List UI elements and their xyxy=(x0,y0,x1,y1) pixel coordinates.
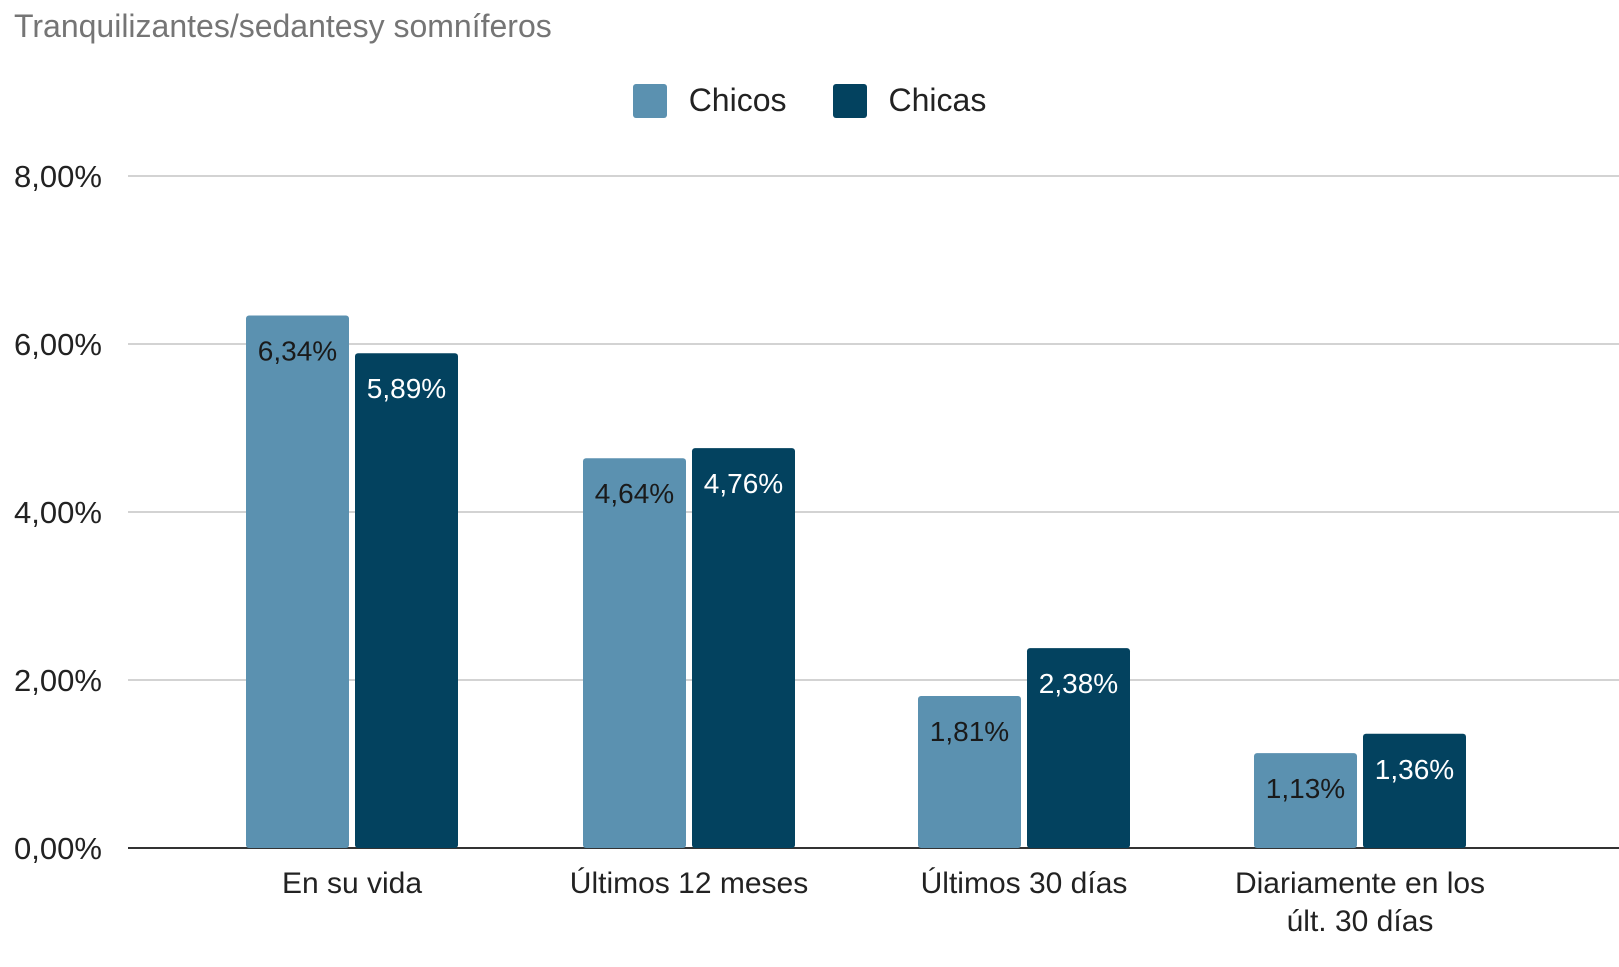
bar-chicos-3 xyxy=(1254,753,1357,848)
bar-chicas-3 xyxy=(1363,733,1466,848)
y-axis-ticks: 0,00% 2,00% 4,00% 6,00% 8,00% xyxy=(14,159,102,866)
chart-title: Tranquilizantes/sedantesy somníferos xyxy=(14,8,552,44)
data-label: 4,64% xyxy=(595,478,674,509)
bars xyxy=(246,315,1466,848)
data-label: 1,81% xyxy=(930,716,1009,747)
x-category-label: En su vida xyxy=(282,867,422,900)
bar-chicas-2 xyxy=(1027,648,1130,848)
legend-label-chicas: Chicas xyxy=(888,82,987,118)
legend-swatch-chicos xyxy=(632,83,667,118)
data-label: 1,13% xyxy=(1266,773,1345,804)
x-category-label: últ. 30 días xyxy=(1287,905,1434,938)
legend-swatch-chicas xyxy=(832,83,867,118)
y-tick-label: 4,00% xyxy=(14,495,102,530)
data-label: 6,34% xyxy=(258,335,337,366)
bar-chicas-0 xyxy=(355,353,458,848)
legend-item-chicos: Chicos xyxy=(632,82,787,119)
x-category-label: Diariamente en los xyxy=(1235,867,1485,900)
data-label: 2,38% xyxy=(1039,668,1118,699)
bar-chicos-1 xyxy=(583,458,686,848)
y-tick-label: 6,00% xyxy=(14,327,102,362)
bar-chicos-0 xyxy=(246,315,349,848)
bar-chicos-2 xyxy=(918,695,1021,848)
y-tick-label: 8,00% xyxy=(14,159,102,194)
x-axis-categories: En su vida Últimos 12 meses Últimos 30 día… xyxy=(282,867,1485,938)
x-category-label: Últimos 12 meses xyxy=(570,867,808,900)
y-tick-label: 0,00% xyxy=(14,831,102,866)
legend-label-chicos: Chicos xyxy=(688,82,787,118)
x-category-label: Últimos 30 días xyxy=(921,867,1128,900)
legend-item-chicas: Chicas xyxy=(832,82,987,119)
data-labels: 6,34% 5,89% 4,64% 4,76% 1,81% 2,38% 1,13% 1,36% xyxy=(258,335,1454,804)
data-label: 5,89% xyxy=(367,373,446,404)
data-label: 1,36% xyxy=(1375,754,1454,785)
bar-chicas-1 xyxy=(692,448,795,848)
data-label: 4,76% xyxy=(704,468,783,499)
y-tick-label: 2,00% xyxy=(14,663,102,698)
legend: Chicos Chicas xyxy=(0,82,1619,119)
